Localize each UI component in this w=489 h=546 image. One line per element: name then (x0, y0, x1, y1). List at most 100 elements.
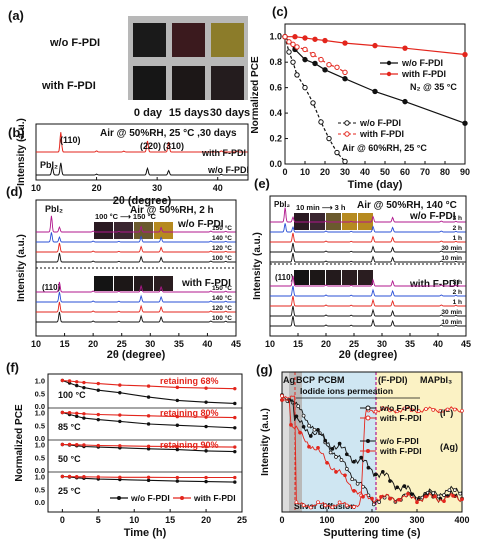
tick-label: 0 (279, 515, 284, 525)
legend-ag-with: with F-PDI (379, 446, 422, 456)
panel-g-ylabel: Intensity (a.u.) (260, 408, 271, 476)
data-point (301, 503, 306, 508)
panel-e-traces: 3 h 2 h 1 h 30 min 10 min 3 h 2 h 1 h 30 min 10 m… (270, 207, 466, 327)
data-point (204, 445, 208, 449)
inset-photo (94, 222, 113, 239)
data-point (355, 481, 360, 486)
tick-label: 5 (96, 515, 101, 525)
legend-ag-without: w/o F-PDI (379, 436, 419, 446)
inset-photo (358, 213, 373, 230)
data-point (406, 491, 410, 496)
panel-d-group-without: w/o F-PDI (177, 219, 224, 230)
panel-e-label: (e) (254, 176, 270, 191)
tick-label: 35 (174, 339, 184, 349)
peak-310: (310) (163, 141, 184, 151)
trace-label: 1 h (453, 235, 462, 242)
inset-photo (154, 222, 173, 239)
data-point (409, 492, 414, 496)
data-point (204, 386, 208, 390)
temperature-label: 100 °C (58, 390, 86, 400)
panel-e-insets (294, 213, 373, 285)
panel-d-xticks: 10 15 20 25 30 35 40 45 (31, 333, 241, 349)
legend-i-without: w/o F-PDI (379, 403, 419, 413)
legend-n2-without: w/o F-PDI (401, 58, 443, 68)
data-point (318, 119, 324, 125)
tick-label: 0.0 (35, 498, 45, 507)
panel-d-label: (d) (6, 184, 23, 199)
panel-a: (a) w/o F-PDI with F-PDI 0 day 15 days 3… (8, 8, 250, 119)
tick-label: 20 (320, 167, 330, 177)
inset-photo (310, 270, 325, 285)
photo-swatch (211, 66, 244, 100)
data-point (289, 423, 293, 427)
data-point (431, 491, 436, 495)
data-point (67, 442, 72, 447)
peak-pbi2: PbI₂ (40, 160, 58, 170)
tick-label: 0.8 (269, 57, 282, 67)
data-point (286, 39, 292, 45)
tick-label: 30 (152, 183, 162, 193)
data-point (308, 505, 313, 510)
data-point (316, 427, 320, 432)
region-mapbi3 (376, 372, 462, 512)
tick-label: 35 (405, 339, 415, 349)
series-line (62, 475, 235, 483)
inset-photo (326, 270, 341, 285)
data-point (67, 411, 72, 415)
data-point (175, 423, 180, 427)
panel-f-plot: 0.0 0.5 1.0 100 °C retaining 68% 0.0 0.5 1.0 85 … (35, 376, 242, 507)
data-point (301, 424, 306, 429)
data-point (204, 475, 208, 480)
data-point (290, 41, 296, 48)
panel-f: (f) 0.0 0.5 1.0 100 °C retaining 68% 0.0 0.5 1.… (6, 360, 247, 539)
data-point (301, 413, 306, 418)
col-label-2: 30 days (210, 107, 250, 119)
data-point (322, 67, 328, 73)
data-point (146, 478, 151, 483)
panel-f-ylabel: Normalized PCE (14, 404, 25, 482)
panel-f-label: (f) (6, 360, 19, 375)
tick-label: 10 (129, 515, 139, 525)
tick-label: 0.0 (35, 402, 45, 411)
panel-g-plot (280, 393, 464, 510)
series-label-with: with F-PDI (201, 148, 246, 158)
data-point (342, 158, 348, 165)
data-point (359, 455, 364, 460)
data-point (380, 406, 385, 410)
panel-g-xlabel: Sputtering time (s) (323, 527, 421, 539)
data-point (402, 406, 407, 411)
data-point (334, 149, 340, 156)
trace-label: 30 min (441, 309, 462, 316)
data-point (388, 408, 392, 413)
trace-with-fpdi (36, 132, 248, 153)
inset-photo (134, 222, 153, 239)
data-point (307, 423, 311, 428)
temperature-label: 85 °C (58, 422, 81, 432)
data-point (388, 479, 392, 483)
temperature-label: 25 °C (58, 486, 81, 496)
data-point (233, 445, 237, 449)
retaining-label: retaining 68% (160, 376, 219, 386)
data-point (294, 500, 299, 505)
trace-label: 100 °C (212, 254, 232, 262)
tick-label: 100 (319, 515, 334, 525)
data-point (458, 491, 463, 496)
xrd-trace (36, 215, 236, 233)
trace-label: 150 °C (212, 224, 232, 232)
data-point (388, 496, 392, 501)
panel-c-legend-n2: w/o F-PDI with F-PDI N₂ @ 35 °C (380, 58, 457, 92)
tick-label: 25 (237, 515, 247, 525)
trace-label: 1 h (453, 299, 462, 306)
data-point (60, 410, 65, 415)
data-point (316, 500, 320, 505)
data-point (146, 422, 151, 426)
inset-photo (326, 213, 341, 230)
inset-photo (342, 213, 357, 230)
panel-d-xlabel: 2θ (degree) (107, 349, 166, 361)
data-point (175, 479, 180, 483)
data-point (342, 40, 348, 46)
data-point (447, 488, 452, 493)
panel-b-annotation: Air @ 50%RH, 25 °C ,30 days (100, 128, 237, 139)
data-point (96, 443, 100, 448)
